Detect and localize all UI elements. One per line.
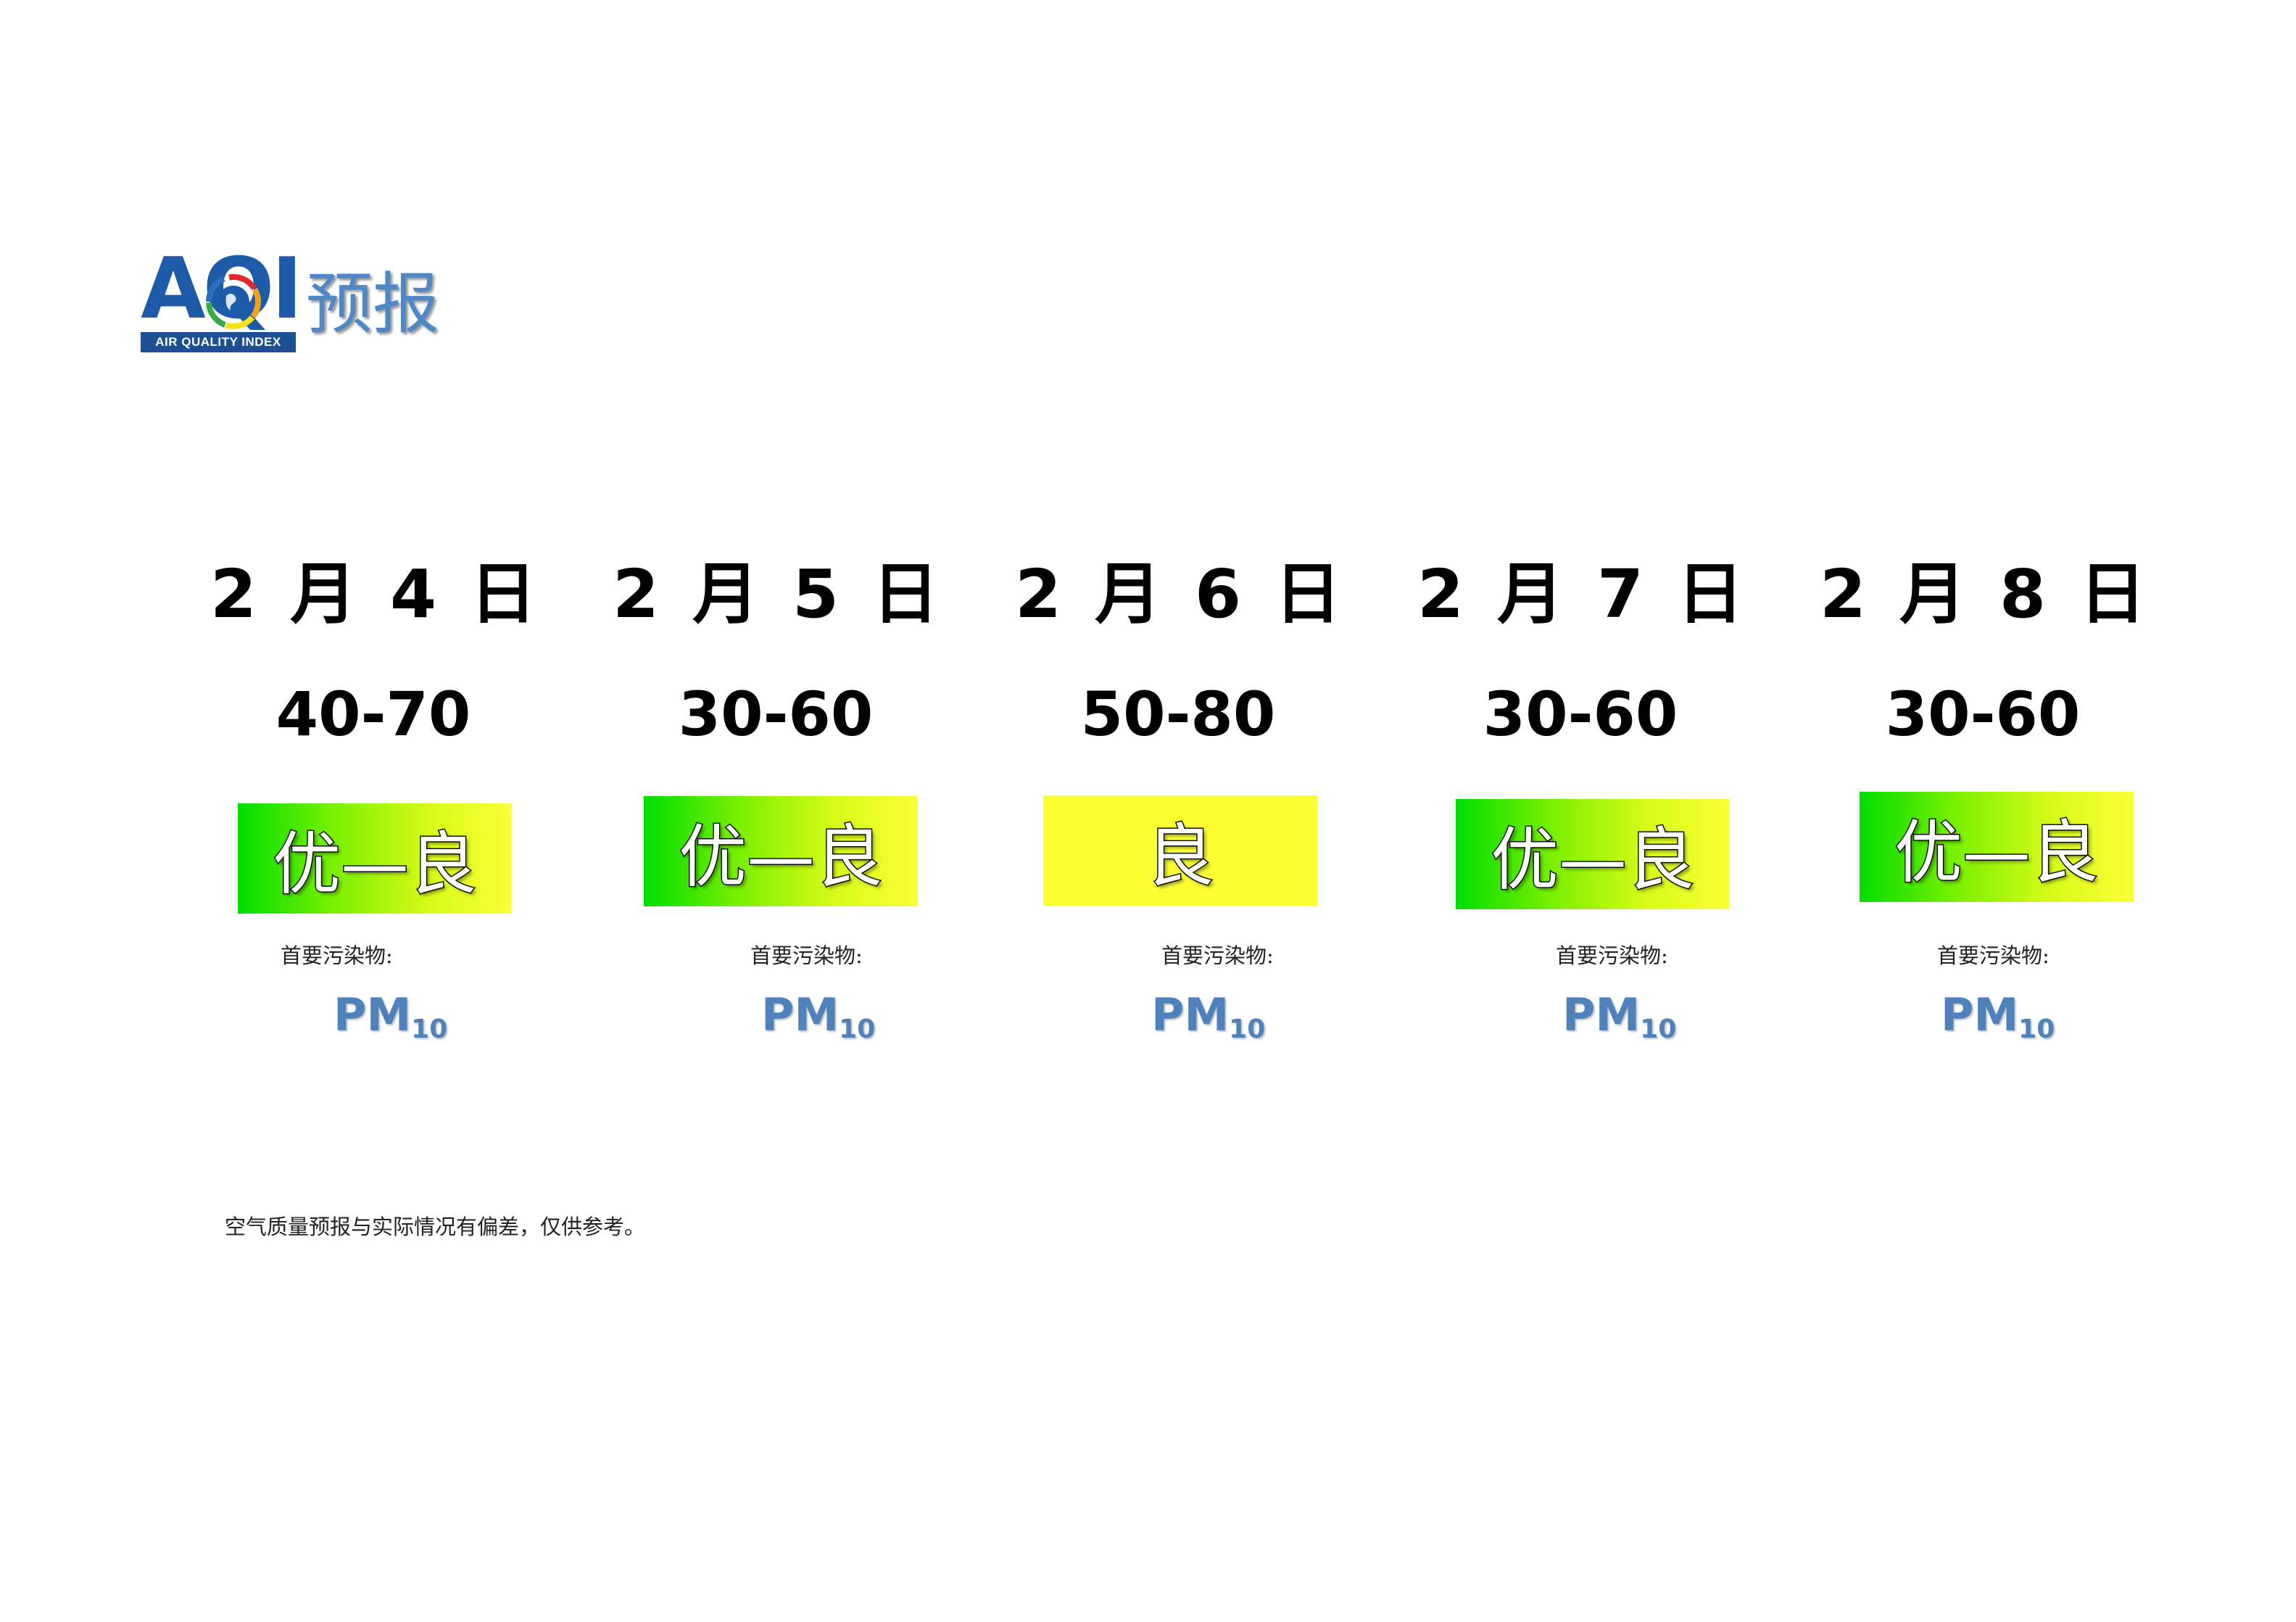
disclaimer-note: 空气质量预报与实际情况有偏差，仅供参考。 (225, 1215, 646, 1239)
logo-word: AQI (141, 240, 303, 338)
aqi-level-badge: 优—良 (1860, 792, 2134, 902)
page-title: 预报 (306, 265, 440, 343)
pollutant-value: PM10 (1562, 988, 1677, 1044)
forecast-date: 2 月 8 日 (1819, 555, 2147, 633)
aqi-logo: AQI AIR QUALITY INDEX 预报 (141, 247, 452, 354)
logo-subtitle: AIR QUALITY INDEX (141, 332, 296, 352)
aqi-level-badge: 优—良 (1456, 799, 1730, 909)
forecast-day-4: 2 月 7 日 30-60 优—良 首要污染物: PM10 (1385, 0, 1776, 1088)
aqi-range: 30-60 (678, 679, 874, 750)
pollutant-value: PM10 (333, 988, 448, 1044)
forecast-day-1: 2 月 4 日 40-70 优—良 首要污染物: PM10 (178, 0, 569, 1088)
forecast-date: 2 月 5 日 (612, 555, 940, 633)
forecast-day-5: 2 月 8 日 30-60 优—良 首要污染物: PM10 (1787, 0, 2179, 1088)
pollutant-label: 首要污染物: (1161, 943, 1274, 968)
pollutant-value: PM10 (1941, 988, 2055, 1044)
aqi-level-badge: 优—良 (644, 796, 918, 906)
aqi-level-badge: 优—良 (238, 803, 512, 914)
forecast-date: 2 月 6 日 (1014, 555, 1342, 633)
aqi-range: 50-80 (1080, 679, 1276, 750)
aqi-range: 30-60 (1483, 679, 1678, 750)
pollutant-label: 首要污染物: (750, 943, 863, 968)
forecast-date: 2 月 7 日 (1417, 555, 1744, 633)
forecast-day-3: 2 月 6 日 50-80 良 首要污染物: PM10 (982, 0, 1374, 1088)
pollutant-value: PM10 (761, 988, 876, 1044)
aqi-range: 40-70 (275, 679, 471, 750)
pollutant-value: PM10 (1151, 988, 1266, 1044)
pollutant-label: 首要污染物: (1937, 943, 2050, 968)
aqi-range: 30-60 (1885, 679, 2081, 750)
forecast-date: 2 月 4 日 (210, 555, 537, 633)
pollutant-label: 首要污染物: (1556, 943, 1668, 968)
globe-icon (206, 274, 261, 329)
forecast-day-2: 2 月 5 日 30-60 优—良 首要污染物: PM10 (580, 0, 971, 1088)
aqi-level-badge: 良 (1043, 795, 1317, 906)
pollutant-label: 首要污染物: (281, 943, 393, 968)
